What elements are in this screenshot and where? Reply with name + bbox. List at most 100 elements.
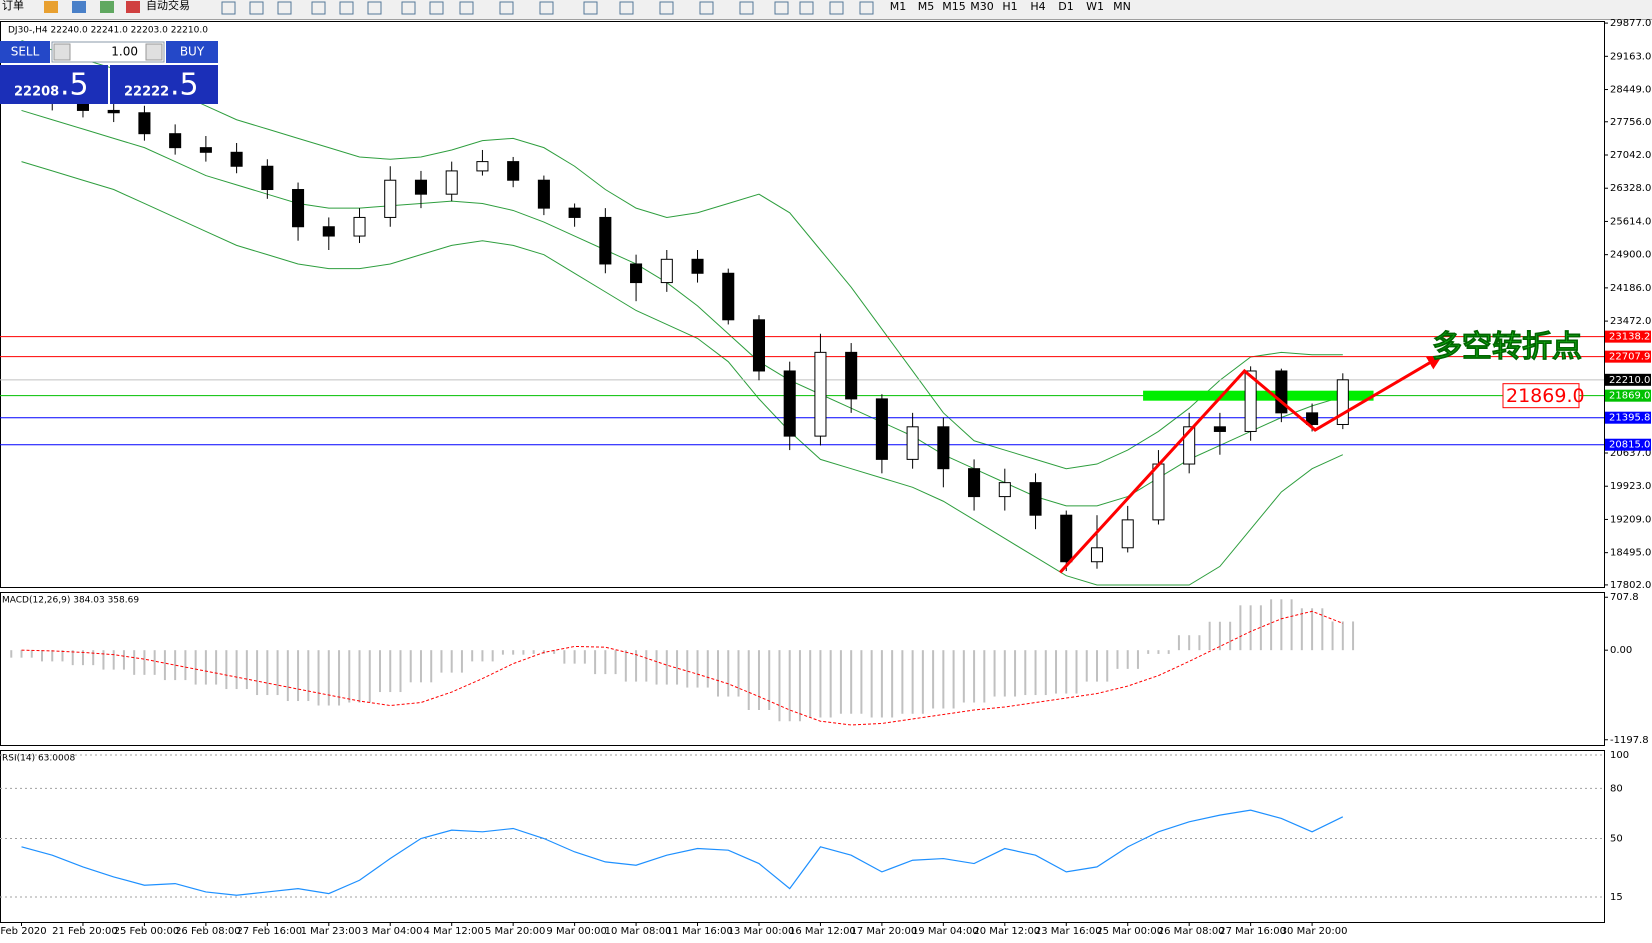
toolbar-icon[interactable] <box>619 1 634 15</box>
sell-label[interactable]: SELL <box>11 45 40 59</box>
toolbar-icon[interactable] <box>539 1 554 15</box>
candle-body <box>384 179 397 218</box>
toolbar-icon[interactable] <box>829 1 844 15</box>
x-tick-label: Feb 2020 <box>0 926 46 937</box>
toolbar-icon[interactable] <box>659 1 674 15</box>
sell-button[interactable] <box>0 41 50 63</box>
candle-body <box>199 147 212 153</box>
level-label-bg <box>1605 373 1651 386</box>
candle-body <box>1152 463 1165 521</box>
bid-box[interactable] <box>0 65 108 104</box>
x-tick-label: 13 Mar 00:00 <box>728 926 795 937</box>
level-label: 22210.0 <box>1609 375 1650 386</box>
x-tick-label: 25 Feb 00:00 <box>114 926 180 937</box>
toolbar-icon[interactable] <box>401 1 416 15</box>
ask-pip[interactable]: .5 <box>170 68 199 103</box>
toolbar-icon[interactable] <box>459 1 474 15</box>
candle-body <box>445 170 458 195</box>
y-tick-label: 0.00 <box>1610 645 1632 656</box>
auto-trade-button[interactable]: 自动交易 <box>146 0 190 12</box>
bid-price[interactable]: 22208 <box>14 85 59 100</box>
timeframe-button[interactable]: H1 <box>1002 0 1017 13</box>
panel-frame <box>0 592 1605 746</box>
toolbar-icon[interactable] <box>249 1 264 15</box>
candle-body <box>476 161 489 172</box>
candle-body <box>968 468 981 498</box>
toolbar-icon[interactable] <box>311 1 326 15</box>
timeframe-button[interactable]: M5 <box>918 0 935 13</box>
candle-body <box>1213 426 1226 432</box>
x-tick-label: 5 Mar 20:00 <box>485 926 545 937</box>
icon <box>126 1 140 13</box>
buy-button[interactable] <box>166 41 218 63</box>
annotation: 多空转折点 <box>1432 330 1582 365</box>
x-tick-label: 30 Mar 20:00 <box>1281 926 1348 937</box>
ask-box[interactable] <box>110 65 218 104</box>
candle-body <box>537 179 550 209</box>
candle-body <box>76 102 89 111</box>
new-order-button[interactable]: 订单 <box>2 0 24 12</box>
y-tick-label: 26328.0 <box>1610 183 1651 194</box>
toolbar-icon[interactable] <box>739 1 754 15</box>
spin-up[interactable] <box>145 43 163 61</box>
x-tick-label: 10 Mar 08:00 <box>605 926 672 937</box>
toolbar-icon[interactable] <box>799 1 814 15</box>
rsi-line <box>21 809 1344 896</box>
candle-body <box>937 426 950 470</box>
y-tick-label: 25614.0 <box>1610 216 1651 227</box>
toolbar-icon[interactable] <box>774 1 789 15</box>
level-label: 22707.9 <box>1609 352 1650 363</box>
buy-label[interactable]: BUY <box>180 45 205 59</box>
x-tick-label: 4 Mar 12:00 <box>423 926 483 937</box>
level-label-bg <box>1605 330 1651 343</box>
timeframe-button[interactable]: M1 <box>890 0 907 13</box>
timeframe-button[interactable]: M30 <box>970 0 994 13</box>
spin-down[interactable] <box>53 43 71 61</box>
x-tick-label: 25 Mar 00:00 <box>1096 926 1163 937</box>
toolbar-icon[interactable] <box>699 1 714 15</box>
panel-frame <box>0 750 1605 923</box>
candle-body <box>1336 379 1349 425</box>
y-tick-label: 15 <box>1610 892 1623 903</box>
x-tick-label: 1 Mar 23:00 <box>301 926 361 937</box>
bid-pip[interactable]: .5 <box>60 68 89 103</box>
candle-body <box>230 151 243 167</box>
timeframe-button[interactable]: M15 <box>942 0 966 13</box>
x-tick-label: 27 Feb 16:00 <box>237 926 303 937</box>
toolbar-icon[interactable] <box>583 1 598 15</box>
toolbar-icon[interactable] <box>367 1 382 15</box>
bollinger-lower <box>21 161 1344 586</box>
candle-body <box>107 109 120 114</box>
indicator-title: RSI(14) 63.0008 <box>2 754 75 764</box>
lots-input[interactable] <box>51 41 165 63</box>
lots-value[interactable]: 1.00 <box>111 45 138 59</box>
candle-body <box>138 112 151 135</box>
candle-body <box>1060 514 1073 563</box>
candle-body <box>660 258 673 284</box>
toolbar-icon[interactable] <box>221 1 236 15</box>
candle-body <box>1121 519 1134 549</box>
timeframe-button[interactable]: D1 <box>1058 0 1073 13</box>
timeframe-button[interactable]: H4 <box>1030 0 1045 13</box>
timeframe-button[interactable]: MN <box>1113 0 1131 13</box>
icon <box>100 1 114 13</box>
candle-body <box>998 482 1011 498</box>
toolbar-icon[interactable] <box>859 1 874 15</box>
timeframe-button[interactable]: W1 <box>1086 0 1104 13</box>
candle-body <box>292 189 305 228</box>
toolbar-icon[interactable] <box>429 1 444 15</box>
candle-body <box>1244 370 1257 432</box>
y-tick-label: 100 <box>1610 750 1629 761</box>
toolbar-icon[interactable] <box>339 1 354 15</box>
x-tick-label: 26 Feb 08:00 <box>175 926 241 937</box>
toolbar-icons <box>221 1 874 15</box>
y-tick-label: -1197.8 <box>1610 735 1649 746</box>
highlight-bar <box>1143 390 1374 401</box>
toolbar-icon[interactable] <box>499 1 514 15</box>
ask-price[interactable]: 22222 <box>124 85 169 100</box>
toolbar-icon[interactable] <box>277 1 292 15</box>
bollinger-middle <box>21 109 1343 507</box>
candle-body <box>814 351 827 437</box>
